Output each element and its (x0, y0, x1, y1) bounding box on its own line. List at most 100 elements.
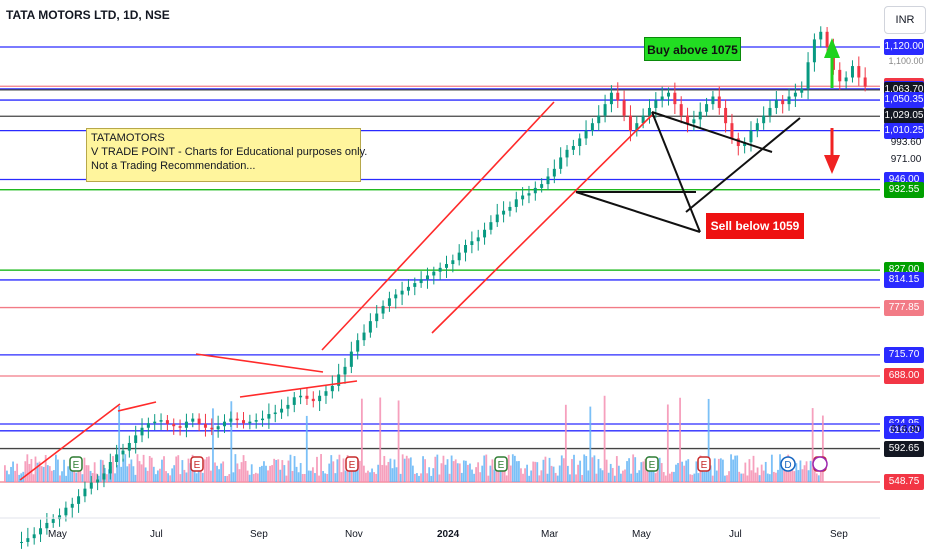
volume-bar (405, 455, 408, 482)
volume-bar (289, 454, 292, 482)
volume-bar (473, 473, 475, 482)
volume-bar (591, 457, 594, 482)
volume-bar (363, 465, 365, 482)
candle-body (787, 96, 791, 105)
candle-body (77, 496, 81, 504)
volume-bar (97, 475, 100, 482)
volume-bar (367, 470, 369, 482)
volume-bar (481, 465, 484, 482)
volume-bar (444, 464, 447, 482)
volume-bar (18, 474, 21, 482)
volume-bar (246, 470, 249, 482)
price-label: 715.70 (884, 346, 924, 363)
volume-bar (6, 470, 8, 482)
volume-bar (803, 465, 806, 482)
volume-bar (271, 465, 274, 482)
volume-bar (524, 468, 526, 482)
volume-bar (130, 459, 133, 482)
volume-bar (199, 462, 202, 482)
volume-bar (108, 469, 110, 482)
candle-body (242, 420, 246, 424)
volume-bar (207, 456, 210, 482)
candle-body (261, 418, 265, 421)
candle-body (464, 245, 468, 253)
volume-bar (511, 454, 514, 482)
volume-bar (607, 472, 610, 482)
volume-bar (144, 467, 147, 482)
candle-body (755, 123, 759, 131)
volume-bar (477, 462, 480, 482)
volume-bar (379, 397, 382, 482)
volume-bar (40, 466, 43, 482)
volume-bar (14, 470, 16, 482)
volume-bar (116, 465, 118, 482)
volume-bar (654, 473, 657, 482)
volume-bar (695, 461, 698, 482)
volume-bar (495, 465, 498, 482)
volume-bar (24, 461, 27, 482)
volume-bar (326, 473, 329, 482)
volume-bar (766, 473, 769, 482)
volume-bar (54, 454, 57, 482)
x-tick-label: Nov (345, 529, 363, 540)
volume-bar (636, 472, 639, 482)
candle-body (121, 450, 125, 455)
volume-bar (287, 460, 290, 482)
volume-bar (471, 469, 473, 482)
volume-bar (611, 467, 614, 482)
volume-bar (620, 473, 622, 482)
volume-bar (736, 455, 739, 482)
volume-bar (338, 454, 341, 482)
volume-bar (95, 473, 98, 482)
volume-bar (797, 470, 800, 482)
candle-body (58, 515, 62, 520)
volume-bar (811, 408, 814, 482)
volume-bar (59, 475, 61, 482)
candle-body (743, 142, 747, 147)
event-marker-label: E (349, 460, 356, 471)
volume-bar (301, 473, 304, 482)
volume-bar (401, 454, 404, 482)
volume-bar (424, 459, 426, 482)
note-line: V TRADE POINT - Charts for Educational p… (91, 146, 368, 158)
volume-bar (546, 473, 549, 482)
volume-bar (505, 475, 508, 482)
volume-bar (658, 457, 661, 482)
volume-bar (681, 461, 684, 482)
volume-bar (603, 395, 606, 482)
volume-bar (138, 461, 141, 482)
candle-body (343, 366, 347, 375)
volume-bar (683, 465, 686, 482)
volume-bar (646, 467, 649, 482)
candle-body (622, 100, 626, 116)
currency-button[interactable]: INR (884, 6, 926, 34)
volume-bar (675, 464, 677, 482)
volume-bar (312, 467, 314, 482)
volume-bar (48, 466, 51, 482)
volume-bar (679, 397, 681, 482)
candle-body (679, 104, 683, 116)
volume-bar (193, 468, 196, 482)
volume-bar (664, 475, 667, 482)
volume-bar (67, 466, 70, 482)
candle-body (590, 123, 594, 131)
volume-bar (179, 474, 182, 482)
candle-body (609, 92, 613, 105)
volume-bar (42, 466, 45, 482)
volume-bar (799, 460, 802, 482)
candle-body (318, 395, 322, 402)
candle-body (102, 473, 106, 480)
candle-body (647, 107, 651, 116)
volume-bar (644, 458, 647, 482)
volume-bar (668, 473, 671, 482)
y-tick-label: 993.60 (890, 137, 922, 149)
volume-bar (273, 458, 276, 482)
volume-bar (181, 460, 184, 482)
volume-bar (558, 465, 561, 482)
volume-bar (12, 461, 14, 482)
candle-body (533, 187, 537, 194)
candle-body (451, 260, 455, 265)
candle-body (749, 130, 753, 143)
candle-body (286, 404, 290, 409)
